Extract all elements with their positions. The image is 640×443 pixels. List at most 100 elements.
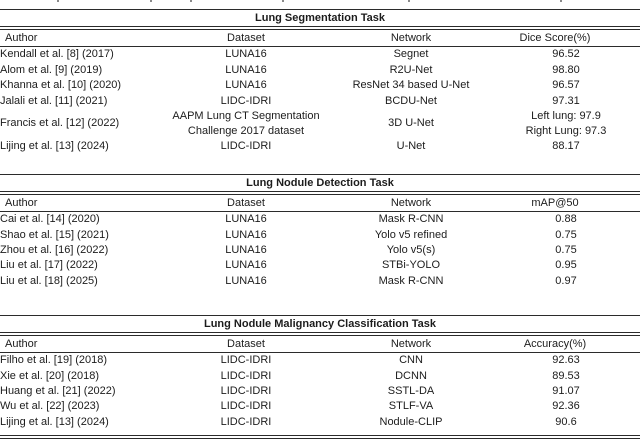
task-table: Lung Segmentation Task Author Dataset Netwo… xyxy=(0,9,640,154)
table-cell: Francis et al. [12] (2022) xyxy=(0,117,120,130)
table-cell: Lijing et al. [13] (2024) xyxy=(0,415,109,428)
table-cell: SSTL-DA xyxy=(387,385,435,398)
table-row: Lijing et al. [13] (2024) LIDC-IDRI Nodule… xyxy=(0,414,640,429)
table-row: Francis et al. [12] (2022) AAPM Lung CT S… xyxy=(0,109,640,139)
table-cell: Shao et al. [15] (2021) xyxy=(0,228,109,241)
table-row: Lijing et al. [13] (2024) LIDC-IDRI U-Net 8… xyxy=(0,139,640,154)
table-row: Filho et al. [19] (2018) LIDC-IDRI CNN 92.6… xyxy=(0,353,640,368)
table-row: Cai et al. [14] (2020) LUNA16 Mask R-CNN 0.… xyxy=(0,212,640,227)
table-cell: LUNA16 xyxy=(225,48,267,61)
tables-container: Lung Segmentation Task Author Dataset Netwo… xyxy=(0,9,640,439)
table-cell: Filho et al. [19] (2018) xyxy=(0,354,108,367)
table-cell: Segnet xyxy=(393,48,429,61)
table-cell: Cai et al. [14] (2020) xyxy=(0,213,100,226)
table-row: Liu et al. [17] (2022) LUNA16 STBi-YOLO 0.9… xyxy=(0,258,640,273)
table-cell: 98.80 xyxy=(552,63,580,76)
table-cell: LIDC-IDRI xyxy=(220,415,272,428)
table-cell: LIDC-IDRI xyxy=(220,354,272,367)
table-cell: STBi-YOLO xyxy=(381,259,441,272)
clipped-caption-fragment xyxy=(57,0,59,2)
column-header: Author xyxy=(5,32,38,44)
table-cell: Wu et al. [22] (2023) xyxy=(0,400,100,413)
column-header: Dice Score(%) xyxy=(519,32,591,44)
table-row: Kendall et al. [8] (2017) LUNA16 Segnet 96.… xyxy=(0,47,640,62)
table-cell: LUNA16 xyxy=(225,259,267,272)
column-header: Network xyxy=(390,196,432,209)
task-table: Lung Nodule Malignancy Classification Ta… xyxy=(0,314,640,439)
table-cell: Huang et al. [21] (2022) xyxy=(0,385,116,398)
column-header: mAP@50 xyxy=(531,196,579,209)
table-cell: 91.07 xyxy=(552,385,580,398)
table-cell: LIDC-IDRI xyxy=(220,139,272,152)
table-cell: Alom et al. [9] (2019) xyxy=(0,63,103,76)
table-cell: Mask R-CNN xyxy=(378,274,444,287)
table-cell: 0.75 xyxy=(555,244,577,257)
table-cell: ResNet 34 based U-Net xyxy=(352,79,470,92)
table-header-row: Author Dataset Network Accuracy(%) xyxy=(0,336,640,353)
table-header-row: Author Dataset Network mAP@50 xyxy=(0,195,640,212)
table-cell: 92.63 xyxy=(552,354,580,367)
table-cell: LIDC-IDRI xyxy=(220,400,272,413)
table-row: Huang et al. [21] (2022) LIDC-IDRI SSTL-DA… xyxy=(0,384,640,399)
table-cell: 0.95 xyxy=(555,259,577,272)
table-cell: LUNA16 xyxy=(225,228,267,241)
table-header-row: Author Dataset Network Dice Score(%) xyxy=(0,30,640,47)
column-header: Dataset xyxy=(227,32,265,44)
table-cell: 88.17 xyxy=(552,139,580,152)
table-cell: Yolo v5(s) xyxy=(386,244,436,257)
table-row: Khanna et al. [10] (2020) LUNA16 ResNet 34… xyxy=(0,78,640,93)
table-cell: 0.88 xyxy=(555,213,577,226)
table-cell: Liu et al. [17] (2022) xyxy=(0,259,98,272)
column-header: Author xyxy=(5,196,38,209)
clipped-caption-fragment xyxy=(282,0,284,2)
table-cell: LUNA16 xyxy=(225,213,267,226)
table-cell: 0.97 xyxy=(555,274,577,287)
table-row: Shao et al. [15] (2021) LUNA16 Yolo v5 ref… xyxy=(0,227,640,242)
table-row: Wu et al. [22] (2023) LIDC-IDRI STLF-VA 92.… xyxy=(0,399,640,414)
title-underline-rule xyxy=(0,190,640,195)
table-bottom-rule xyxy=(0,434,640,439)
table-cell: STLF-VA xyxy=(388,400,434,413)
table-cell: LUNA16 xyxy=(225,63,267,76)
table-cell: AAPM Lung CT Segmentation Challenge 2017… xyxy=(172,109,320,137)
column-header: Author xyxy=(5,337,38,350)
column-header: Dataset xyxy=(227,196,265,209)
table-cell: DCNN xyxy=(395,369,427,382)
table-cell: 92.36 xyxy=(552,400,580,413)
title-underline-rule xyxy=(0,331,640,336)
table-cell: 89.53 xyxy=(552,369,580,382)
clipped-caption-fragment xyxy=(150,0,152,2)
column-header: Accuracy(%) xyxy=(523,337,587,350)
table-row: Alom et al. [9] (2019) LUNA16 R2U-Net 98.80 xyxy=(0,62,640,77)
table-cell: 97.31 xyxy=(552,94,580,107)
table-title: Lung Nodule Detection Task xyxy=(246,176,394,189)
table-cell: BCDU-Net xyxy=(385,94,437,107)
title-underline-rule xyxy=(0,26,640,30)
table-cell: Jalali et al. [11] (2021) xyxy=(0,94,108,107)
task-table: Lung Nodule Detection Task Author Dataset N… xyxy=(0,173,640,289)
clipped-caption-fragment xyxy=(408,0,410,2)
table-cell: CNN xyxy=(399,354,423,367)
table-row: Xie et al. [20] (2018) LIDC-IDRI DCNN 89.53 xyxy=(0,368,640,383)
clipped-caption-fragment xyxy=(560,0,562,2)
table-cell: R2U-Net xyxy=(389,63,433,76)
table-cell: Zhou et al. [16] (2022) xyxy=(0,244,109,257)
table-cell: Kendall et al. [8] (2017) xyxy=(0,48,114,61)
table-cell: LUNA16 xyxy=(225,79,267,92)
column-header: Dataset xyxy=(227,337,265,350)
table-cell: LIDC-IDRI xyxy=(220,369,272,382)
table-cell: 0.75 xyxy=(555,228,577,241)
table-row: Jalali et al. [11] (2021) LIDC-IDRI BCDU-N… xyxy=(0,93,640,108)
table-cell: Xie et al. [20] (2018) xyxy=(0,369,100,382)
table-cell: Khanna et al. [10] (2020) xyxy=(0,79,122,92)
table-row: Liu et al. [18] (2025) LUNA16 Mask R-CNN 0.… xyxy=(0,273,640,288)
table-title: Lung Segmentation Task xyxy=(255,12,385,24)
table-cell: Liu et al. [18] (2025) xyxy=(0,274,98,287)
table-title: Lung Nodule Malignancy Classification Ta… xyxy=(203,317,437,330)
table-cell: 90.6 xyxy=(555,415,577,428)
table-cell: LIDC-IDRI xyxy=(220,385,272,398)
table-cell: 96.57 xyxy=(552,79,580,92)
table-cell: 96.52 xyxy=(552,48,580,61)
table-cell: LIDC-IDRI xyxy=(220,94,272,107)
